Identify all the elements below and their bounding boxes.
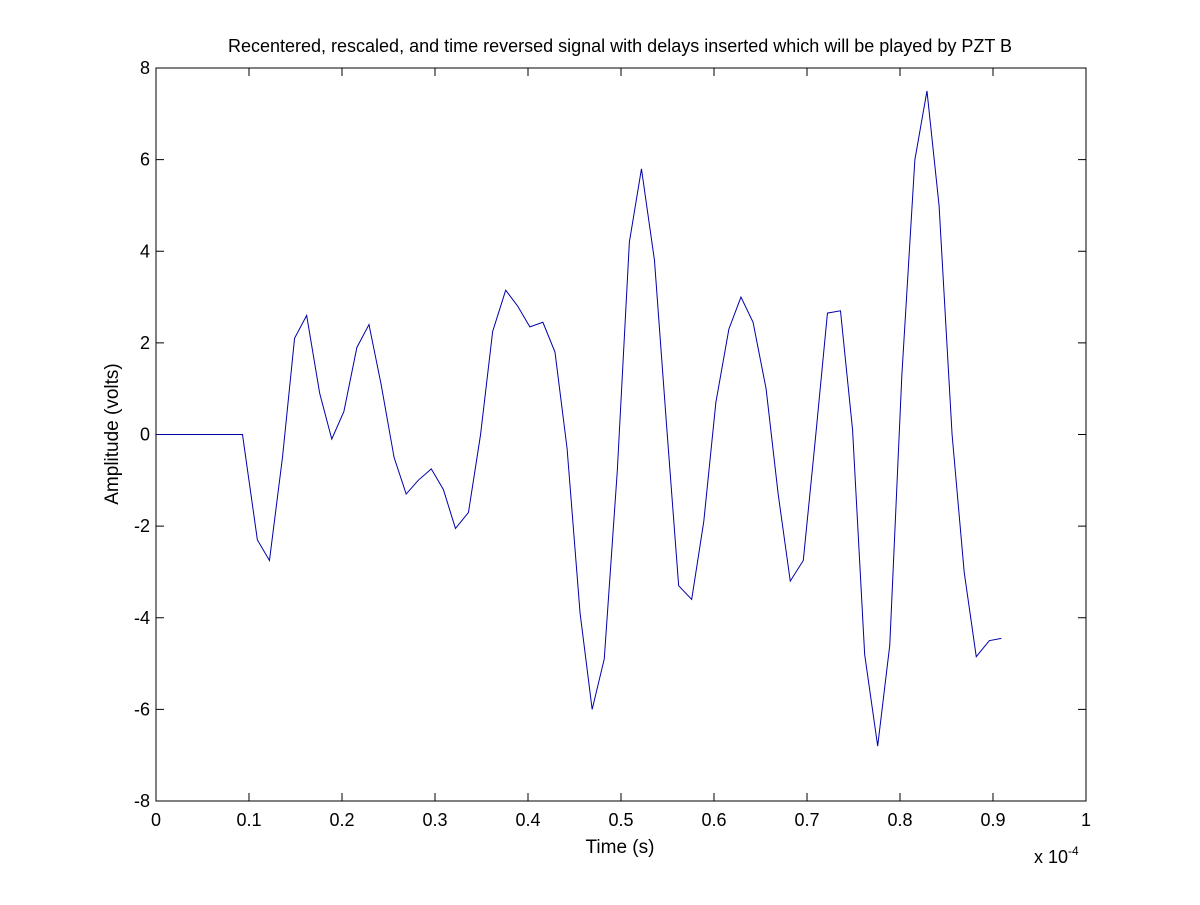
- y-tick-label: -4: [134, 608, 150, 628]
- series-line: [156, 90, 1002, 747]
- x-axis-multiplier: x 10-4: [1034, 844, 1079, 867]
- x-tick-label: 0.5: [608, 810, 633, 830]
- x-tick-label: 1: [1081, 810, 1091, 830]
- y-tick-label: -6: [134, 699, 150, 719]
- x-ticks: 0 0.1 0.2 0.3 0.4 0.5 0.6 0.7 0.8 0.9 1: [151, 68, 1091, 830]
- x-axis-label: Time (s): [586, 837, 655, 858]
- plot-area-frame: [155, 67, 1087, 802]
- x-axis-multiplier-exponent: -4: [1068, 844, 1079, 858]
- x-tick-label: 0.6: [701, 810, 726, 830]
- x-tick-label: 0.7: [794, 810, 819, 830]
- chart-title: Recentered, rescaled, and time reversed …: [228, 36, 1012, 56]
- x-tick-label: 0.4: [515, 810, 540, 830]
- x-tick-label: 0.2: [329, 810, 354, 830]
- y-tick-label: 0: [140, 425, 150, 445]
- y-tick-label: 2: [140, 333, 150, 353]
- x-axis-multiplier-base: x 10: [1034, 847, 1068, 867]
- x-tick-label: 0.8: [887, 810, 912, 830]
- y-tick-label: 6: [140, 150, 150, 170]
- x-tick-label: 0.3: [422, 810, 447, 830]
- x-tick-label: 0.9: [980, 810, 1005, 830]
- y-axis-label: Amplitude (volts): [102, 363, 123, 505]
- y-tick-label: 8: [140, 58, 150, 78]
- y-tick-label: -2: [134, 516, 150, 536]
- y-tick-label: 4: [140, 241, 150, 261]
- x-tick-label: 0: [151, 810, 161, 830]
- x-tick-label: 0.1: [236, 810, 261, 830]
- y-ticks: -8 -6 -4 -2 0 2 4 6 8: [134, 58, 1086, 811]
- y-tick-label: -8: [134, 791, 150, 811]
